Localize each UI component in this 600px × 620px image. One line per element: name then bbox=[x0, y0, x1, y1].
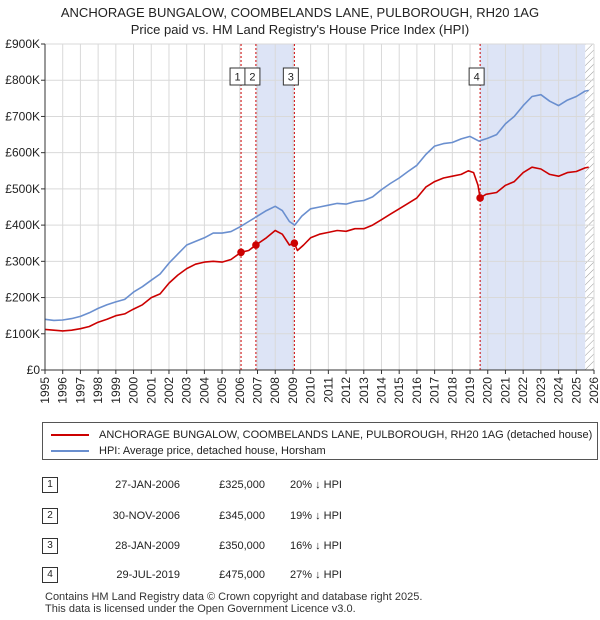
y-tick-label: £900K bbox=[5, 37, 40, 51]
sale-date: 29-JUL-2019 bbox=[116, 569, 180, 581]
hatched-region bbox=[585, 44, 594, 370]
chart-legend: ANCHORAGE BUNGALOW, COOMBELANDS LANE, PU… bbox=[42, 422, 598, 460]
x-tick-label: 2021 bbox=[498, 377, 512, 404]
sale-marker-label: 3 bbox=[288, 72, 294, 84]
x-tick-label: 2009 bbox=[286, 377, 300, 404]
sale-hpi-diff: 20% ↓ HPI bbox=[290, 479, 342, 491]
sale-hpi-diff: 27% ↓ HPI bbox=[290, 569, 342, 581]
sale-number-badge: 3 bbox=[42, 538, 58, 554]
x-tick-label: 2000 bbox=[127, 377, 141, 404]
x-tick-label: 2006 bbox=[233, 377, 247, 404]
y-tick-label: £200K bbox=[5, 291, 40, 305]
x-tick-label: 2025 bbox=[569, 377, 583, 404]
y-tick-label: £100K bbox=[5, 327, 40, 341]
x-tick-label: 2018 bbox=[445, 377, 459, 404]
x-tick-label: 1997 bbox=[73, 377, 87, 404]
footer-licence: This data is licensed under the Open Gov… bbox=[45, 603, 356, 615]
x-tick-label: 2012 bbox=[339, 377, 353, 404]
x-tick-label: 2007 bbox=[251, 377, 265, 404]
sale-row: 3 28-JAN-2009 £350,000 16% ↓ HPI bbox=[0, 538, 600, 558]
x-tick-label: 2002 bbox=[162, 377, 176, 404]
x-tick-label: 2005 bbox=[215, 377, 229, 404]
x-tick-label: 2003 bbox=[180, 377, 194, 404]
sale-point bbox=[252, 241, 260, 249]
x-tick-label: 2017 bbox=[428, 377, 442, 404]
chart-title-address: ANCHORAGE BUNGALOW, COOMBELANDS LANE, PU… bbox=[60, 5, 540, 20]
sale-hpi-diff: 19% ↓ HPI bbox=[290, 510, 342, 522]
x-tick-label: 2013 bbox=[357, 377, 371, 404]
x-tick-label: 2010 bbox=[304, 377, 318, 404]
legend-item-hpi: HPI: Average price, detached house, Hors… bbox=[51, 444, 326, 458]
y-tick-label: £300K bbox=[5, 254, 40, 268]
sale-price: £345,000 bbox=[219, 510, 265, 522]
x-tick-label: 2024 bbox=[552, 377, 566, 404]
x-tick-label: 2015 bbox=[392, 377, 406, 404]
sale-row: 4 29-JUL-2019 £475,000 27% ↓ HPI bbox=[0, 567, 600, 587]
x-tick-label: 2020 bbox=[481, 377, 495, 404]
sale-date: 27-JAN-2006 bbox=[115, 479, 180, 491]
sale-date: 30-NOV-2006 bbox=[112, 510, 180, 522]
x-tick-label: 2023 bbox=[534, 377, 548, 404]
sale-point bbox=[476, 194, 484, 202]
sale-marker-label: 2 bbox=[249, 72, 255, 84]
sale-marker-badge bbox=[282, 67, 299, 86]
y-tick-label: £400K bbox=[5, 218, 40, 232]
x-tick-label: 2001 bbox=[144, 377, 158, 404]
legend-swatch-property bbox=[51, 434, 89, 436]
x-tick-label: 2019 bbox=[463, 377, 477, 404]
x-tick-label: 2011 bbox=[321, 377, 335, 403]
sale-number-badge: 1 bbox=[42, 477, 58, 493]
legend-label-property: ANCHORAGE BUNGALOW, COOMBELANDS LANE, PU… bbox=[99, 429, 593, 441]
x-tick-label: 2014 bbox=[374, 377, 388, 404]
y-tick-label: £600K bbox=[5, 146, 40, 160]
sale-point bbox=[290, 239, 299, 248]
x-tick-label: 1998 bbox=[91, 377, 105, 404]
x-tick-label: 2016 bbox=[410, 377, 424, 404]
x-tick-label: 2026 bbox=[587, 377, 600, 404]
y-tick-label: £500K bbox=[5, 182, 40, 196]
series-line bbox=[44, 166, 589, 332]
sale-marker-label: 4 bbox=[474, 72, 480, 84]
sale-price: £475,000 bbox=[219, 569, 265, 581]
y-tick-label: £0 bbox=[27, 363, 41, 377]
sale-price: £325,000 bbox=[219, 479, 265, 491]
sale-marker-badge bbox=[244, 67, 261, 86]
shaded-region bbox=[480, 44, 586, 370]
chart-subtitle: Price paid vs. HM Land Registry's House … bbox=[130, 22, 470, 37]
sale-price: £350,000 bbox=[219, 540, 265, 552]
sale-marker-label: 1 bbox=[234, 72, 240, 84]
footer-copyright: Contains HM Land Registry data © Crown c… bbox=[45, 591, 423, 603]
x-tick-label: 1999 bbox=[109, 377, 123, 404]
sale-date: 28-JAN-2009 bbox=[115, 540, 180, 552]
y-tick-label: £800K bbox=[5, 73, 40, 87]
x-tick-label: 1996 bbox=[56, 377, 70, 404]
x-tick-label: 2004 bbox=[197, 377, 211, 404]
legend-item-property: ANCHORAGE BUNGALOW, COOMBELANDS LANE, PU… bbox=[51, 428, 592, 442]
sale-point bbox=[237, 248, 245, 257]
x-tick-label: 2008 bbox=[268, 377, 282, 404]
sale-row: 2 30-NOV-2006 £345,000 19% ↓ HPI bbox=[0, 508, 600, 528]
sale-number-badge: 2 bbox=[42, 508, 58, 524]
y-tick-label: £700K bbox=[5, 109, 40, 123]
legend-label-hpi: HPI: Average price, detached house, Hors… bbox=[99, 445, 326, 457]
x-tick-label: 2022 bbox=[516, 377, 530, 404]
sale-hpi-diff: 16% ↓ HPI bbox=[290, 540, 342, 552]
sale-row: 1 27-JAN-2006 £325,000 20% ↓ HPI bbox=[0, 477, 600, 497]
x-tick-label: 1995 bbox=[38, 377, 52, 404]
series-line bbox=[44, 89, 589, 322]
sale-number-badge: 4 bbox=[42, 567, 58, 583]
sale-marker-badge bbox=[468, 67, 485, 86]
legend-swatch-hpi bbox=[51, 450, 89, 452]
